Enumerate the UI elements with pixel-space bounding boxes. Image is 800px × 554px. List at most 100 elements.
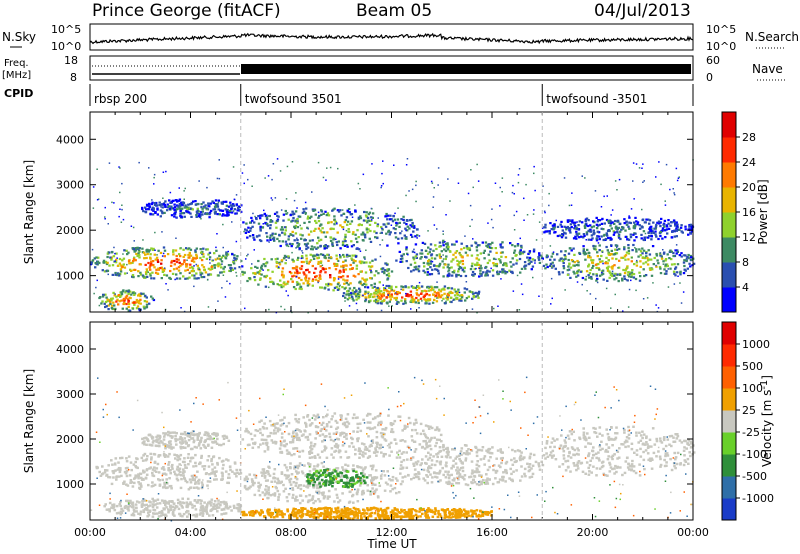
power-cell bbox=[472, 186, 474, 189]
power-cell bbox=[246, 279, 249, 283]
power-cell bbox=[357, 216, 361, 219]
velocity-cell bbox=[334, 480, 338, 483]
velocity-cell bbox=[256, 429, 259, 433]
velocity-cell bbox=[147, 439, 150, 443]
velocity-cell bbox=[331, 471, 334, 474]
power-cell bbox=[359, 270, 362, 273]
power-cell bbox=[651, 268, 654, 271]
power-cell bbox=[397, 237, 400, 240]
velocity-cell bbox=[326, 497, 330, 500]
velocity-cell bbox=[355, 481, 359, 484]
velocity-cell bbox=[378, 484, 382, 487]
power-cell bbox=[401, 260, 404, 263]
velocity-cell bbox=[414, 428, 417, 432]
velocity-cell bbox=[273, 477, 277, 480]
velocity-cell bbox=[327, 473, 331, 477]
power-cell bbox=[281, 240, 284, 243]
power-cell bbox=[657, 307, 660, 309]
power-cell bbox=[395, 285, 398, 289]
power-cell bbox=[604, 237, 608, 241]
power-cell bbox=[225, 251, 228, 254]
power-cell bbox=[137, 302, 140, 305]
velocity-cell bbox=[171, 467, 174, 470]
power-cell bbox=[465, 245, 469, 248]
power-cell bbox=[675, 244, 678, 246]
power-cell bbox=[351, 232, 355, 236]
power-cell bbox=[156, 260, 160, 263]
power-cell bbox=[281, 267, 285, 270]
power-cell bbox=[173, 203, 176, 206]
power-cell bbox=[609, 273, 613, 276]
power-cell bbox=[280, 286, 283, 289]
velocity-cell bbox=[311, 478, 315, 482]
velocity-cell bbox=[400, 460, 403, 464]
power-cell bbox=[687, 253, 690, 257]
power-cell bbox=[528, 251, 531, 254]
power-cell bbox=[160, 206, 162, 208]
power-cell bbox=[597, 267, 600, 270]
velocity-cell bbox=[209, 472, 213, 475]
velocity-cell bbox=[168, 441, 171, 445]
power-cell bbox=[415, 289, 419, 292]
velocity-cell bbox=[424, 434, 427, 437]
velocity-cell bbox=[163, 483, 166, 486]
power-cell bbox=[170, 261, 173, 264]
power-cell bbox=[152, 247, 155, 250]
colorbar-tick-label-2: 12 bbox=[742, 231, 756, 244]
power-cell bbox=[364, 298, 368, 301]
power-cell bbox=[111, 201, 113, 204]
power-cell bbox=[109, 301, 112, 304]
velocity-cell bbox=[294, 447, 297, 450]
velocity-cell bbox=[310, 498, 314, 501]
velocity-cell bbox=[339, 418, 343, 422]
velocity-cell bbox=[164, 454, 168, 457]
velocity-cell bbox=[341, 444, 345, 447]
power-cell bbox=[594, 263, 598, 266]
colorbar-tick-label-4: 20 bbox=[742, 181, 756, 194]
velocity-cell bbox=[321, 493, 325, 497]
power-cell bbox=[307, 277, 311, 280]
power-cell bbox=[652, 282, 654, 284]
velocity-cell bbox=[134, 476, 137, 479]
power-cell bbox=[388, 295, 391, 298]
velocity-cell bbox=[442, 443, 445, 447]
power-cell bbox=[556, 253, 559, 256]
power-cell bbox=[257, 271, 261, 274]
power-cell bbox=[485, 265, 488, 269]
power-cell bbox=[641, 247, 644, 250]
power-cell bbox=[662, 223, 665, 226]
velocity-cell bbox=[183, 431, 187, 434]
velocity-cell bbox=[169, 443, 173, 446]
power-cell bbox=[339, 224, 342, 227]
power-cell bbox=[669, 267, 672, 270]
velocity-cell bbox=[174, 437, 177, 441]
power-cell bbox=[312, 209, 315, 212]
velocity-cell bbox=[355, 470, 358, 473]
power-cell bbox=[315, 247, 318, 250]
velocity-cell bbox=[342, 431, 346, 435]
velocity-cell bbox=[391, 430, 395, 434]
velocity-cell bbox=[358, 479, 362, 482]
power-cell bbox=[559, 257, 562, 260]
power-cell bbox=[480, 274, 483, 277]
power-cell bbox=[463, 266, 466, 269]
power-cell bbox=[420, 285, 424, 288]
power-cell bbox=[439, 290, 443, 293]
velocity-cell bbox=[308, 473, 311, 476]
power-cell bbox=[256, 266, 259, 269]
power-cell bbox=[658, 232, 662, 235]
power-cell bbox=[602, 234, 606, 237]
power-cell bbox=[152, 209, 155, 212]
power-cell bbox=[458, 261, 461, 264]
power-cell bbox=[237, 207, 240, 210]
velocity-cell bbox=[294, 435, 297, 439]
power-cell bbox=[393, 218, 397, 221]
power-cell bbox=[395, 224, 398, 227]
power-cell bbox=[459, 251, 461, 254]
power-cell bbox=[345, 244, 349, 247]
velocity-cell bbox=[161, 472, 165, 476]
power-cell bbox=[325, 179, 327, 181]
velocity-cell bbox=[321, 433, 325, 436]
velocity-cell bbox=[197, 482, 200, 485]
power-cell bbox=[209, 209, 213, 212]
